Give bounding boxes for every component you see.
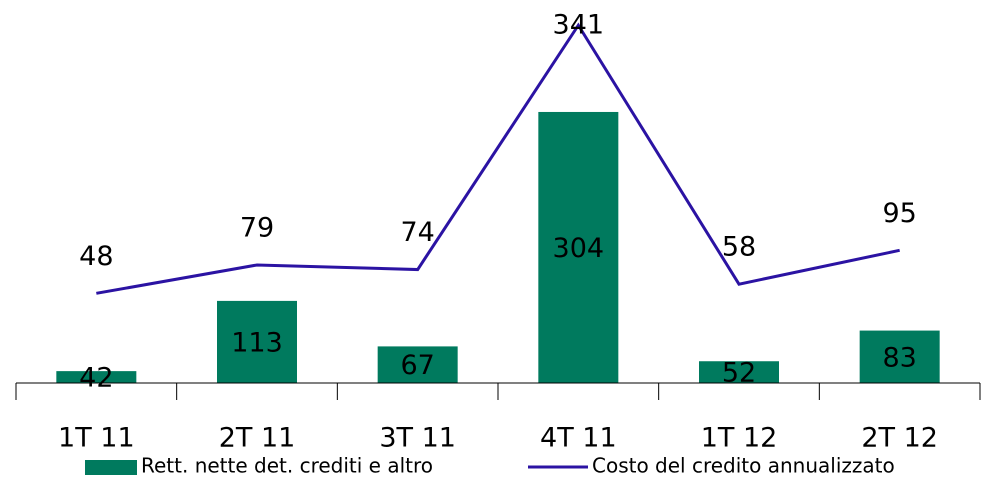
line bbox=[96, 22, 900, 295]
line-value-label: 74 bbox=[400, 217, 434, 248]
bar bbox=[377, 346, 458, 383]
x-tick-label: 2T 12 bbox=[861, 423, 938, 454]
x-tick-label: 1T 11 bbox=[58, 423, 135, 454]
line-value-label: 48 bbox=[79, 241, 113, 272]
legend-swatch bbox=[85, 460, 137, 475]
x-tick-label: 2T 11 bbox=[219, 423, 296, 454]
legend-label: Costo del credito annualizzato bbox=[592, 454, 895, 478]
bar bbox=[56, 371, 137, 383]
bar-value-label: 304 bbox=[553, 233, 605, 264]
bar bbox=[699, 361, 779, 383]
bar-value-label: 113 bbox=[231, 327, 283, 358]
x-tick-label: 3T 11 bbox=[379, 423, 456, 454]
line-value-label: 79 bbox=[240, 212, 274, 243]
line-value-label: 341 bbox=[553, 10, 605, 41]
line-value-label: 58 bbox=[722, 232, 756, 263]
bar-value-label: 52 bbox=[722, 358, 756, 389]
bar-value-label: 42 bbox=[79, 363, 113, 394]
x-tick-label: 4T 11 bbox=[540, 423, 617, 454]
line-value-label: 95 bbox=[882, 198, 916, 229]
bar-value-label: 67 bbox=[400, 350, 434, 381]
x-tick-label: 1T 12 bbox=[701, 423, 778, 454]
legend-label: Rett. nette det. crediti e altro bbox=[141, 454, 433, 478]
bar-value-label: 83 bbox=[882, 342, 916, 373]
bar bbox=[217, 300, 297, 383]
bar bbox=[538, 111, 619, 384]
bar bbox=[859, 330, 940, 383]
